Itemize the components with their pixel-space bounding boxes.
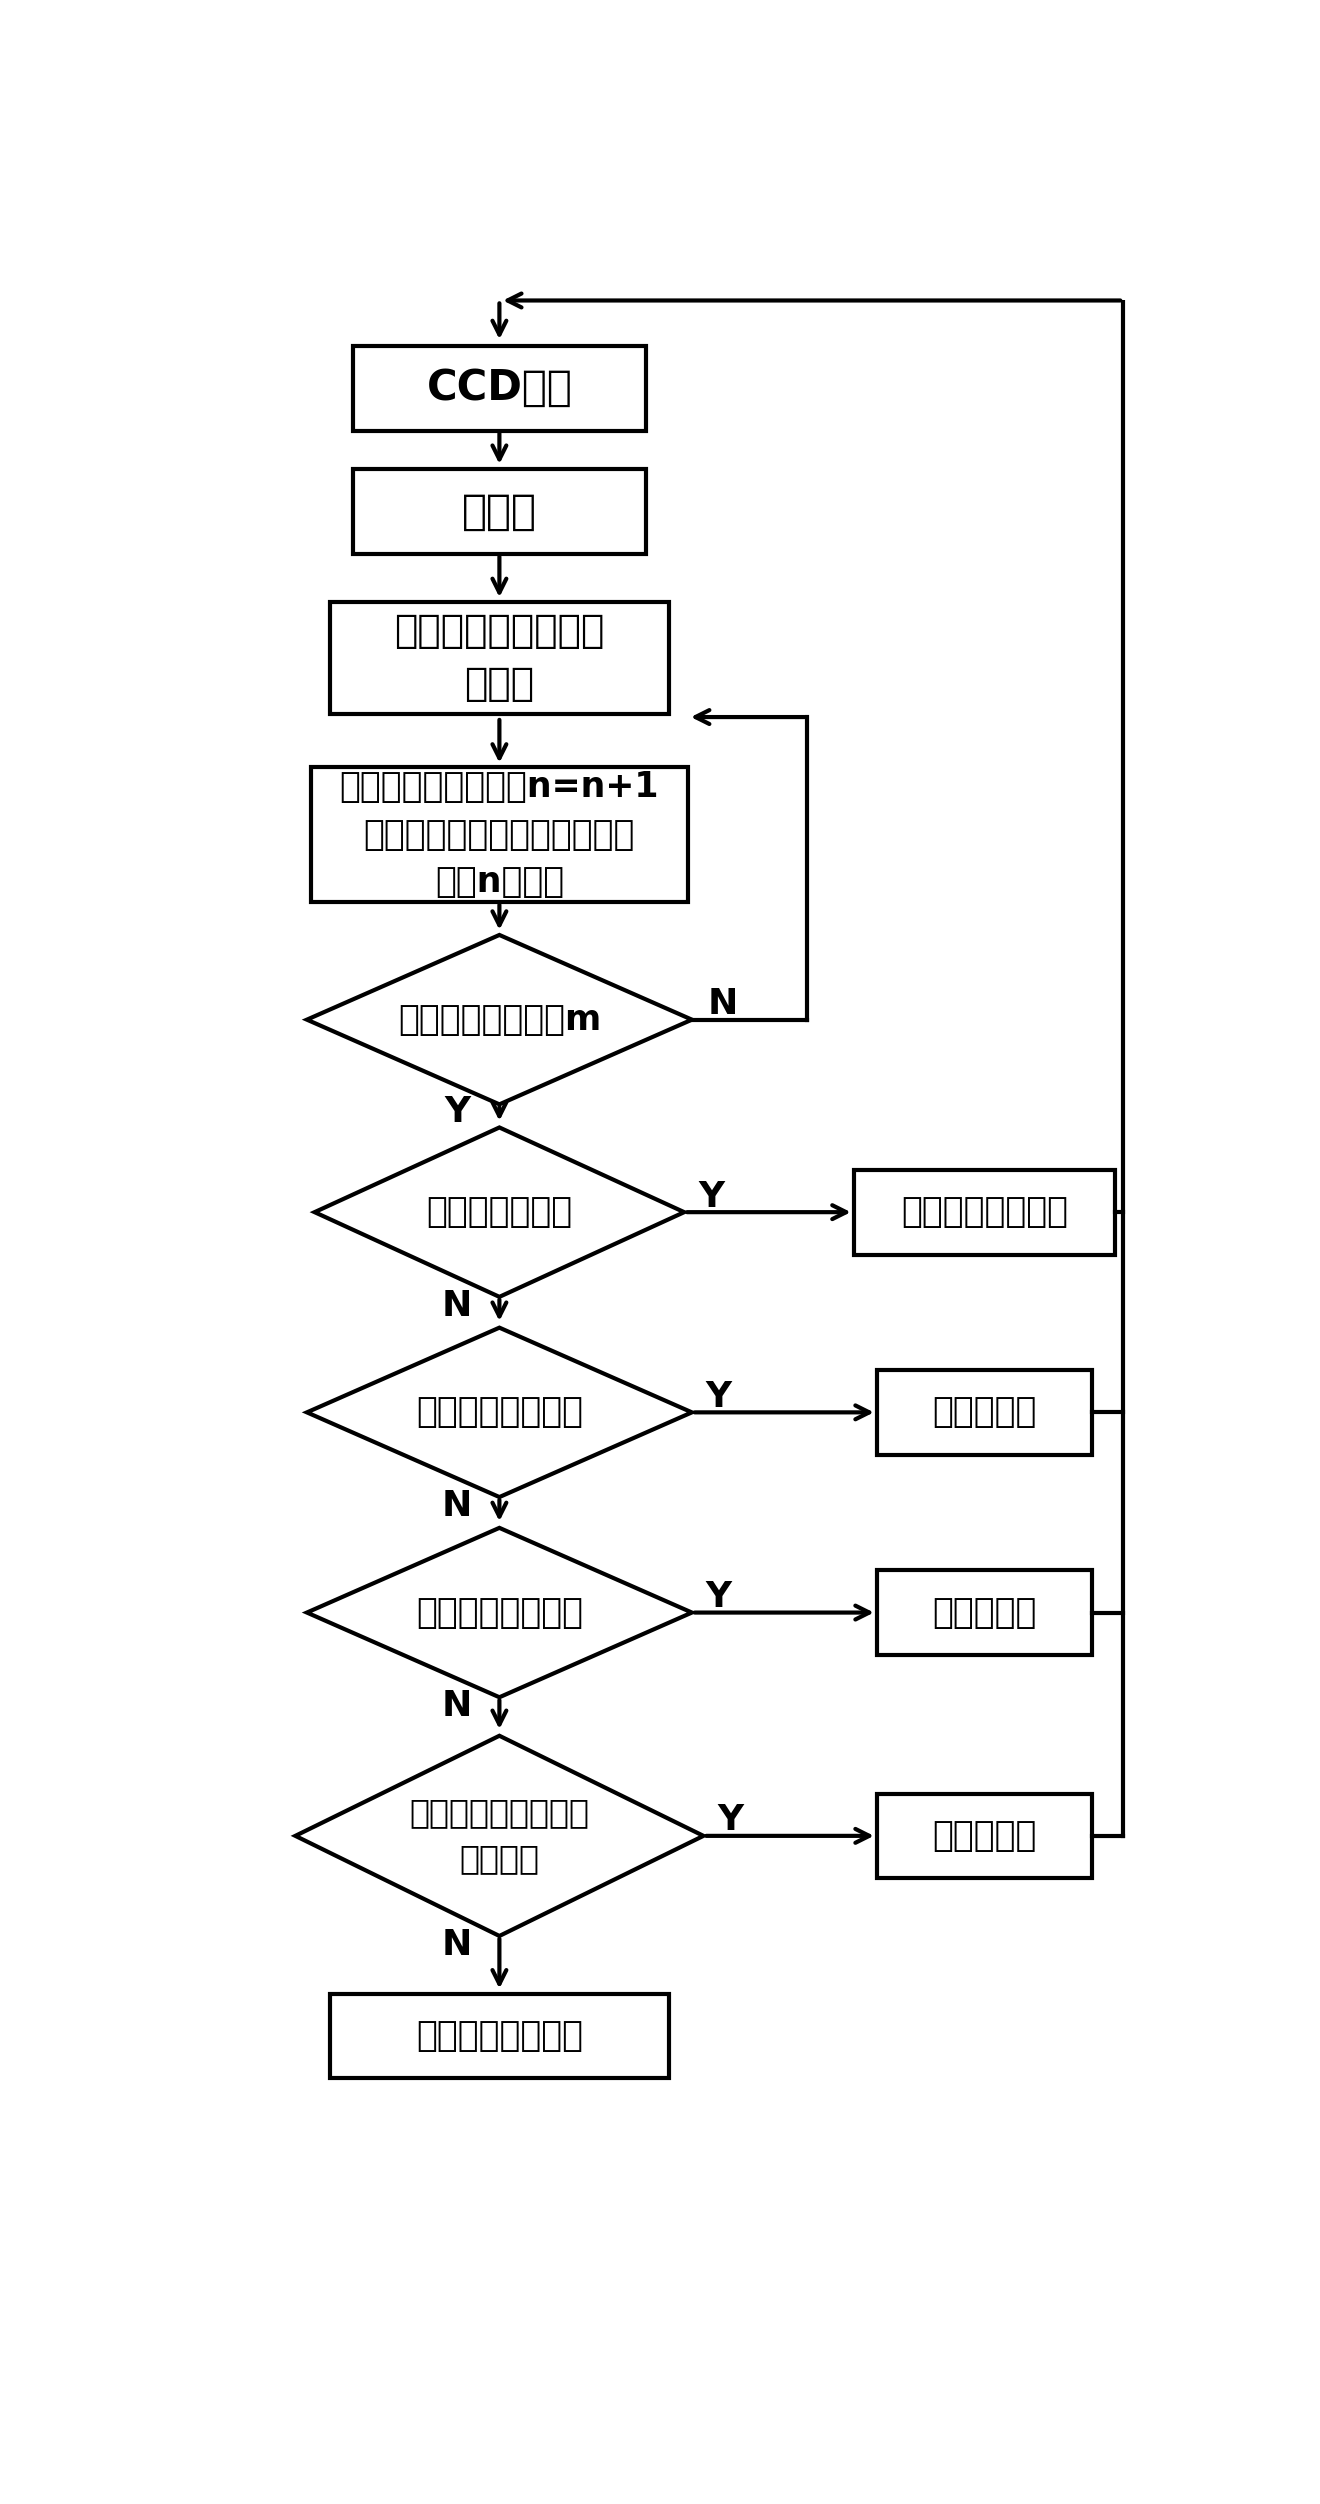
- Text: 判断是否为背景: 判断是否为背景: [426, 1194, 573, 1229]
- Text: 将增益调小: 将增益调小: [932, 1395, 1036, 1430]
- Text: 不对增益进行调整: 不对增益进行调整: [902, 1194, 1068, 1229]
- Text: Y: Y: [444, 1094, 470, 1129]
- Bar: [876, 1370, 1093, 1455]
- Text: 每成一行新的图像，n=n+1
利用迭代公式对各个参数值进
行第n次迭代: 每成一行新的图像，n=n+1 利用迭代公式对各个参数值进 行第n次迭代: [339, 771, 659, 899]
- Text: N: N: [442, 1928, 473, 1963]
- Text: 迭代次数是否等于m: 迭代次数是否等于m: [397, 1002, 601, 1037]
- Polygon shape: [306, 1527, 692, 1698]
- Text: 计算每行图像的各个
参数值: 计算每行图像的各个 参数值: [395, 613, 605, 704]
- Bar: [330, 1993, 669, 2078]
- Text: 将增益调大: 将增益调大: [932, 1818, 1036, 1853]
- Text: 将增益调大: 将增益调大: [932, 1595, 1036, 1630]
- Text: 预处理: 预处理: [462, 491, 537, 533]
- Polygon shape: [306, 934, 692, 1104]
- Text: 判断景物是否过亮: 判断景物是否过亮: [416, 1395, 583, 1430]
- Bar: [310, 769, 688, 901]
- Text: N: N: [442, 1490, 473, 1522]
- Bar: [876, 1793, 1093, 1878]
- Text: Y: Y: [706, 1380, 731, 1415]
- Text: N: N: [442, 1690, 473, 1723]
- Polygon shape: [296, 1735, 704, 1936]
- Text: Y: Y: [698, 1179, 725, 1214]
- Text: N: N: [708, 987, 738, 1022]
- Polygon shape: [314, 1127, 684, 1297]
- Text: Y: Y: [717, 1803, 743, 1838]
- Bar: [876, 1570, 1093, 1655]
- Text: CCD成像: CCD成像: [426, 368, 573, 408]
- Bar: [354, 468, 645, 553]
- Text: 判断景物的动态范围
是否过窄: 判断景物的动态范围 是否过窄: [409, 1795, 590, 1875]
- Polygon shape: [306, 1327, 692, 1497]
- Text: 不对增益进行调整: 不对增益进行调整: [416, 2018, 583, 2053]
- Text: 判断景物是否过暗: 判断景物是否过暗: [416, 1595, 583, 1630]
- Bar: [854, 1169, 1115, 1255]
- Text: Y: Y: [706, 1580, 731, 1615]
- Text: N: N: [442, 1290, 473, 1322]
- Bar: [330, 601, 669, 714]
- Bar: [354, 346, 645, 431]
